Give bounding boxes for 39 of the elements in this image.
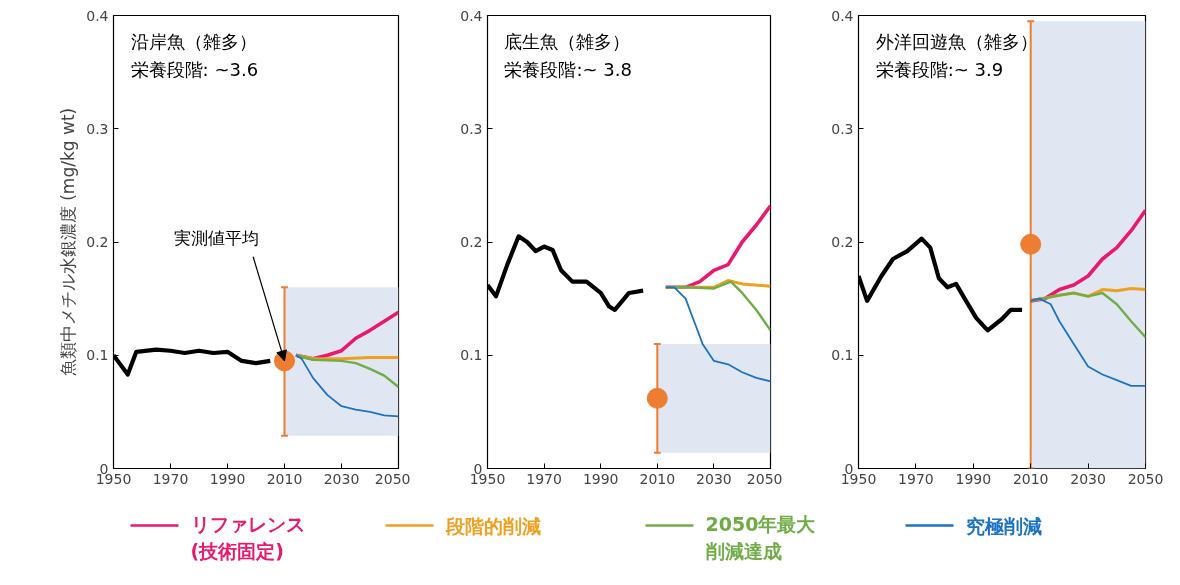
x-tick-label: 2050 [746,470,783,487]
x-tick-label: 2030 [1070,470,1106,487]
y-tick-label: 0.2 [831,234,854,250]
x-tick-label: 1970 [152,470,189,487]
y-tick-label: 0.1 [86,347,109,364]
y-tick-label: 0.1 [460,347,483,364]
x-tick-label: 2050 [374,470,411,487]
legend-label: リファレンス(技術固定) [190,512,305,563]
x-tick-label: 2030 [696,470,732,487]
text: 外洋回遊魚（雑多） [875,31,1038,53]
y-tick-label: 0.4 [86,7,109,24]
y-tick-label: 0.3 [86,120,109,137]
x-tick-label: 2010 [1012,470,1049,487]
x-tick-label: 2010 [266,470,303,487]
y-tick-label: 0.1 [831,347,854,364]
x-tick-label: 1990 [582,470,619,487]
x-tick-label: 1970 [898,470,934,487]
text: 栄養段階: ~3.6 [130,58,259,80]
x-tick-label: 2030 [323,470,360,487]
text: 栄養段階:~ 3.9 [875,58,1004,80]
annotation: 実測値平均 [173,227,259,248]
y-tick-label: 0.3 [460,120,483,137]
y-tick-label: 0.3 [831,120,854,137]
x-tick-label: 1990 [209,470,246,487]
text: 栄養段階:~ 3.8 [504,58,632,80]
legend-label: 2050年最大削減達成 [704,512,817,563]
x-tick-label: 1970 [526,470,562,487]
y-axis-title: 魚類中メチル水銀濃度 (mg/kg wt) [58,107,79,377]
x-tick-label: 2010 [639,470,676,487]
legend-label: 究極削減 [965,514,1042,537]
text: 沿岸魚（雑多） [130,31,257,53]
y-tick-label: 0.4 [460,7,483,24]
y-tick-label: 0.4 [831,7,854,24]
x-tick-label: 2050 [1127,470,1164,487]
y-tick-label: 0.2 [460,234,483,250]
x-tick-label: 1990 [955,470,992,487]
y-tick-label: 0.2 [86,234,109,250]
legend-label: 段階的削減 [444,514,541,537]
text: 底生魚（雑多） [504,31,631,53]
